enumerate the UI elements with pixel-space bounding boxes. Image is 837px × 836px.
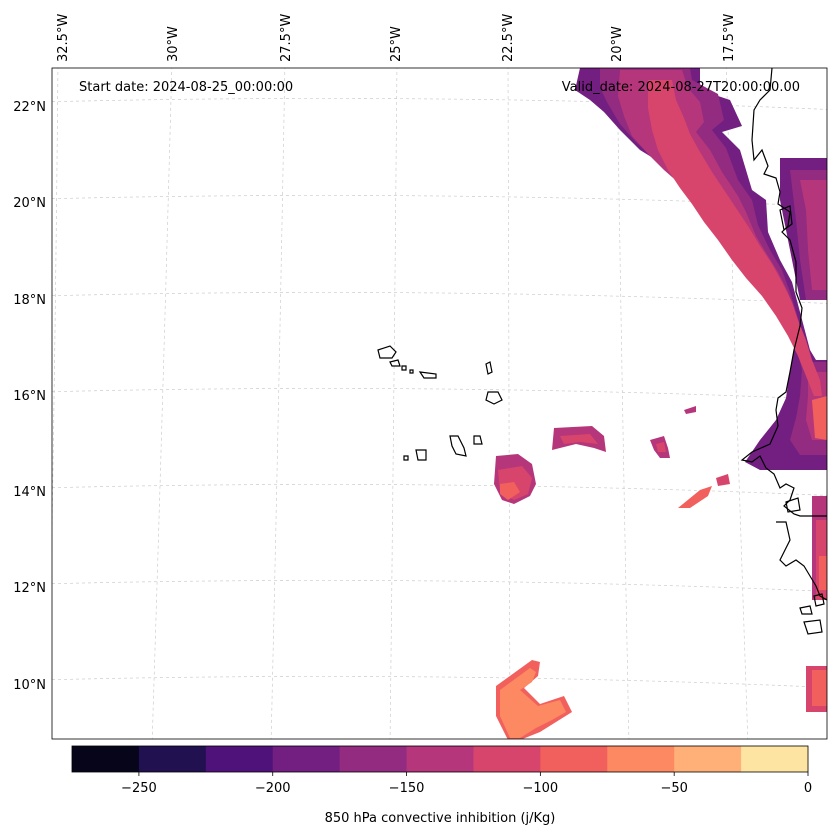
colorbar-block: [741, 746, 809, 772]
island: [403, 455, 409, 461]
contour-region: [812, 396, 827, 440]
coastlines: [377, 68, 827, 635]
colorbar-block: [272, 746, 341, 772]
lat-label: 14°N: [13, 485, 46, 500]
colorbar: −250 −200 −150 −100 −50 0 850 hPa convective …: [71, 745, 812, 826]
gridline-lat: [52, 292, 827, 304]
valid-date-label: Valid_date: 2024-08-27T20:00:00.00: [562, 80, 800, 95]
island: [485, 391, 503, 405]
colorbar-block: [72, 746, 140, 772]
lon-label: 30°W: [166, 26, 181, 62]
gridline-lon: [270, 68, 286, 739]
lat-label: 22°N: [13, 100, 46, 115]
coastline-inlet: [779, 205, 793, 232]
colorbar-block: [406, 746, 474, 772]
colorbar-block: [339, 746, 408, 772]
gridline-lon: [389, 68, 398, 739]
contour-region: [819, 556, 827, 590]
gridline-lon: [507, 68, 511, 739]
colorbar-block: [205, 746, 274, 772]
colorbar-block: [607, 746, 675, 772]
lon-label: 27.5°W: [279, 14, 294, 62]
contour-region: [560, 434, 598, 444]
island: [485, 361, 493, 375]
colorbar-frame: [71, 745, 809, 773]
longitude-labels: 32.5°W 30°W 27.5°W 25°W 22.5°W 20°W 17.5…: [56, 14, 737, 62]
island: [409, 369, 414, 374]
island: [473, 435, 483, 445]
lon-label: 25°W: [389, 26, 404, 62]
island: [449, 435, 467, 457]
gridline-lon: [616, 68, 630, 739]
latitude-labels: 22°N 20°N 18°N 16°N 14°N 12°N 10°N: [13, 100, 46, 693]
lon-label: 20°W: [610, 26, 625, 62]
lat-label: 18°N: [13, 293, 46, 308]
colorbar-block: [138, 746, 207, 772]
colorbar-block: [473, 746, 541, 772]
gridline-lat: [52, 580, 827, 592]
contour-region: [684, 406, 696, 414]
gridline-lat: [52, 484, 827, 496]
colorbar-block: [540, 746, 608, 772]
coastline-inlet: [785, 497, 801, 513]
colorbar-ticks: −250 −200 −150 −100 −50 0: [121, 772, 812, 796]
lat-label: 20°N: [13, 196, 46, 211]
contour-region: [500, 482, 520, 500]
lon-label: 17.5°W: [722, 14, 737, 62]
contour-region: [800, 180, 827, 290]
colorbar-label: 850 hPa convective inhibition (j/Kg): [325, 811, 556, 826]
colorbar-tick-label: −150: [389, 781, 425, 796]
coastline-inlet: [803, 619, 823, 635]
contour-region: [656, 442, 666, 452]
lon-label: 32.5°W: [56, 14, 71, 62]
coastline-inlet: [813, 593, 825, 607]
colorbar-blocks: [72, 746, 809, 772]
colorbar-tick-label: −250: [121, 781, 157, 796]
colorbar-tick-label: −100: [523, 781, 559, 796]
contour-region: [716, 474, 730, 486]
map-area: [51, 67, 828, 740]
lat-label: 16°N: [13, 389, 46, 404]
colorbar-tick-label: −50: [660, 781, 687, 796]
gridline-lon: [151, 68, 173, 739]
west-africa-coastline: [740, 68, 827, 601]
island: [389, 359, 401, 367]
start-date-label: Start date: 2024-08-25_00:00:00: [79, 80, 293, 95]
cin-contours: [494, 68, 827, 739]
colorbar-tick-label: 0: [804, 781, 812, 796]
coastline-inlet: [799, 605, 813, 615]
contour-region: [500, 668, 566, 738]
island: [418, 371, 437, 379]
island: [377, 345, 397, 359]
lon-label: 22.5°W: [501, 14, 516, 62]
colorbar-block: [674, 746, 742, 772]
lat-label: 12°N: [13, 581, 46, 596]
lat-label: 10°N: [13, 678, 46, 693]
island: [401, 365, 407, 371]
gridline-lon: [52, 68, 59, 550]
colorbar-tick-label: −200: [255, 781, 291, 796]
contour-region: [648, 80, 822, 396]
island: [415, 449, 427, 461]
contour-region: [678, 486, 712, 508]
contour-region: [812, 670, 827, 706]
gridline-lat: [52, 676, 827, 688]
gridline-lat: [52, 388, 827, 400]
